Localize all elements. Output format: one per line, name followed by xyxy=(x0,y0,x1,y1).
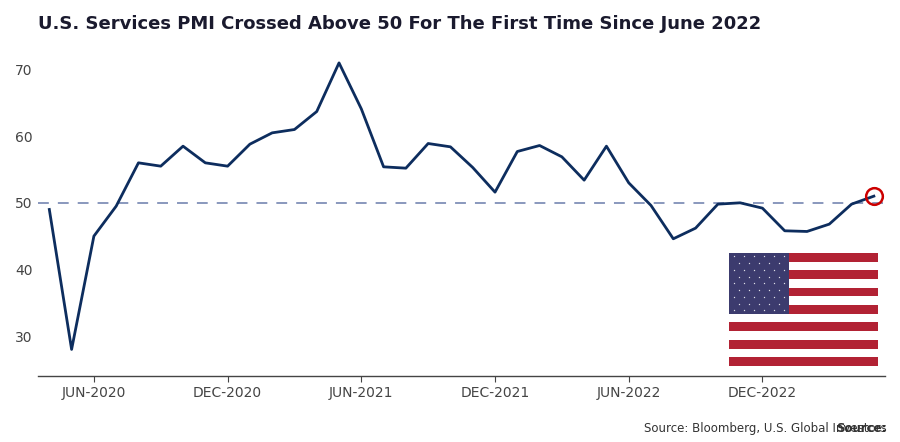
Bar xyxy=(729,288,878,296)
Bar xyxy=(729,270,878,279)
Bar xyxy=(729,357,878,366)
Bar xyxy=(729,349,878,357)
Text: Source:: Source: xyxy=(836,423,886,435)
Bar xyxy=(729,296,878,305)
Bar xyxy=(729,340,878,349)
Bar xyxy=(729,253,788,314)
Bar xyxy=(729,279,878,288)
Bar xyxy=(729,262,878,270)
Bar xyxy=(729,253,878,262)
Text: Source: Bloomberg, U.S. Global Investors: Source: Bloomberg, U.S. Global Investors xyxy=(644,423,886,435)
Bar xyxy=(729,314,878,323)
Text: U.S. Services PMI Crossed Above 50 For The First Time Since June 2022: U.S. Services PMI Crossed Above 50 For T… xyxy=(38,15,761,33)
Bar xyxy=(729,323,878,331)
Bar xyxy=(729,331,878,340)
Bar xyxy=(729,305,878,314)
